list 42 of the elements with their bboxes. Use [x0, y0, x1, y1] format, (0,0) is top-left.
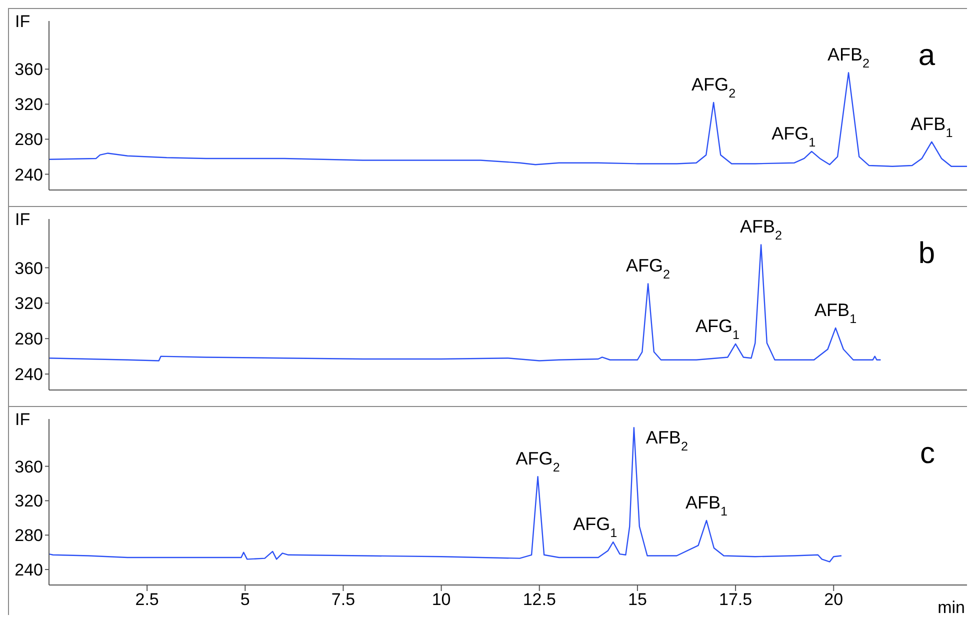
y-tick-label: 240 [14, 365, 43, 384]
x-axis-title: min [938, 598, 965, 617]
annotation: AFG$_{2}$ [516, 448, 560, 475]
x-tick-label: 10 [432, 590, 451, 610]
annotation: AFB$_{2}$ [828, 44, 870, 71]
y-tick-label: 320 [14, 294, 43, 314]
x-tick-label: 7.5 [331, 590, 356, 610]
annotation: AFG$_{1}$ [696, 316, 740, 342]
y-tick-label: 360 [14, 60, 43, 80]
x-tick-label: 17.5 [718, 590, 752, 610]
x-tick-label: 12.5 [522, 590, 556, 610]
x-tick-label: 5 [240, 590, 250, 610]
annotation: a [918, 39, 935, 73]
annotation: AFB$_{1}$ [910, 114, 953, 140]
y-tick-label: 280 [14, 130, 43, 150]
annotation: AFB$_{1}$ [685, 492, 728, 518]
y-tick-label: 360 [14, 457, 43, 476]
y-axis-title: IF [15, 210, 30, 229]
line-series [49, 427, 842, 562]
annotation: c [920, 437, 935, 471]
y-tick-label: 280 [14, 330, 43, 349]
annotation: AFG$_{2}$ [626, 256, 670, 282]
annotation: AFG$_{1}$ [573, 514, 618, 540]
annotation: b [918, 237, 935, 271]
annotation: AFB$_{2}$ [646, 428, 688, 454]
annotation: AFB$_{1}$ [814, 300, 857, 326]
annotation: AFG$_{1}$ [772, 123, 816, 150]
line-series [49, 72, 967, 167]
x-tick-label: 20 [824, 590, 844, 610]
line-series [49, 244, 882, 362]
y-tick-label: 240 [14, 165, 43, 184]
annotation: AFG$_{2}$ [692, 74, 736, 100]
y-axis-title: IF [15, 410, 30, 429]
x-tick-label: 2.5 [135, 590, 159, 610]
y-axis-title: IF [15, 12, 30, 31]
x-tick-label: 15 [628, 590, 647, 610]
y-tick-label: 280 [14, 526, 43, 546]
y-tick-label: 240 [14, 560, 43, 580]
y-tick-label: 320 [14, 492, 43, 511]
y-tick-label: 320 [14, 95, 43, 114]
y-tick-label: 360 [14, 258, 43, 278]
annotation: AFB$_{2}$ [740, 216, 782, 243]
